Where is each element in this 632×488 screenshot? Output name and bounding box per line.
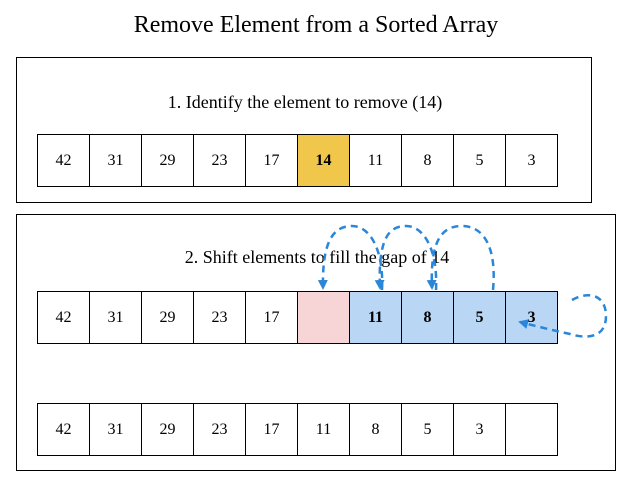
array-cell: 23 [193,134,246,187]
array-cell: 31 [89,134,142,187]
array-cell: 11 [349,291,402,344]
shift-array-row: 42 31 29 23 17 11 8 5 3 [37,291,558,344]
result-array-row: 42 31 29 23 17 11 8 5 3 [37,403,558,456]
array-cell: 14 [297,134,350,187]
array-cell: 5 [401,403,454,456]
array-cell: 29 [141,134,194,187]
array-cell: 31 [89,291,142,344]
array-cell: 5 [453,134,506,187]
array-cell: 11 [297,403,350,456]
array-cell: 17 [245,403,298,456]
array-cell: 42 [37,134,90,187]
array-cell: 29 [141,403,194,456]
diagram-title: Remove Element from a Sorted Array [133,12,499,38]
array-cell: 23 [193,403,246,456]
array-cell: 11 [349,134,402,187]
array-cell: 42 [37,403,90,456]
step-2-label: 2. Shift elements to fill the gap of 14 [184,247,450,267]
array-cell: 31 [89,403,142,456]
array-cell: 8 [401,291,454,344]
array-cell [297,291,350,344]
array-cell: 8 [401,134,454,187]
array-cell: 17 [245,134,298,187]
array-cell: 29 [141,291,194,344]
step-1-label: 1. Identify the element to remove (14) [167,92,443,112]
array-cell [505,403,558,456]
array-cell: 42 [37,291,90,344]
array-cell: 5 [453,291,506,344]
array-cell: 23 [193,291,246,344]
array-cell: 17 [245,291,298,344]
array-cell: 8 [349,403,402,456]
array-cell: 3 [505,134,558,187]
array-cell: 3 [505,291,558,344]
array-cell: 3 [453,403,506,456]
original-array-row: 42 31 29 23 17 14 11 8 5 3 [37,134,558,187]
